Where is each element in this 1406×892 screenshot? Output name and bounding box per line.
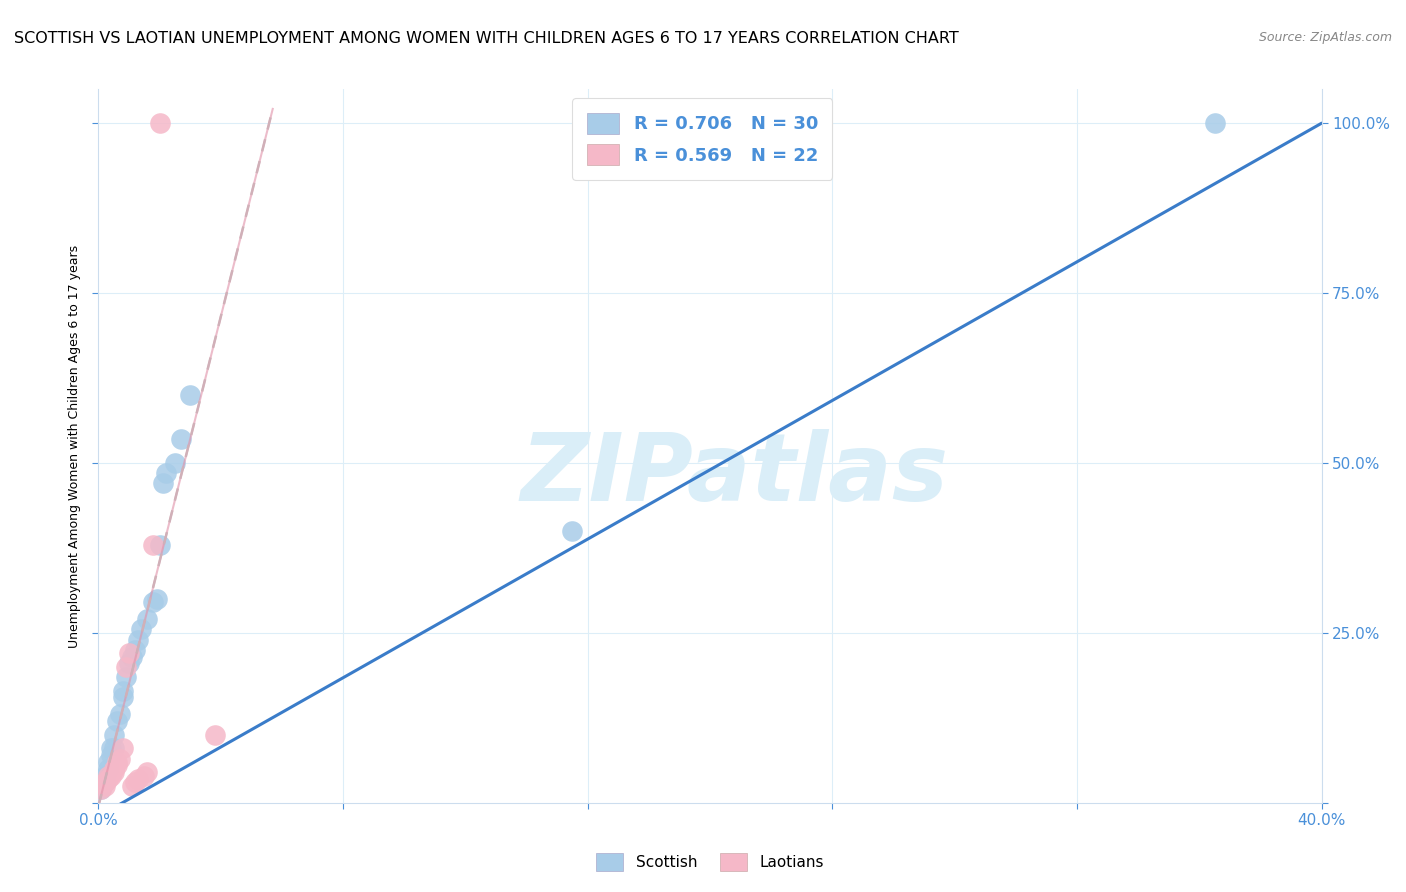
Point [163,456,186,470]
Point [93,779,115,793]
Point [103,765,125,780]
Point [115,660,138,674]
Point [97,769,120,783]
Point [103,741,125,756]
Point [111,683,134,698]
Point [93,775,115,789]
Point [97,772,120,786]
Point [134,769,156,783]
Point [127,772,149,786]
Point [97,762,120,776]
Point [93,775,115,789]
Point [142,537,165,551]
Point [121,779,143,793]
Point [90,782,112,797]
Point [97,755,120,769]
Point [90,782,112,797]
Point [100,741,122,756]
Point [105,758,128,772]
Point [118,657,141,671]
Point [1204,116,1226,130]
Point [115,670,138,684]
Point [149,116,172,130]
Point [170,432,193,446]
Y-axis label: Unemployment Among Women with Children Ages 6 to 17 years: Unemployment Among Women with Children A… [67,244,82,648]
Point [103,728,125,742]
Text: SCOTTISH VS LAOTIAN UNEMPLOYMENT AMONG WOMEN WITH CHILDREN AGES 6 TO 17 YEARS CO: SCOTTISH VS LAOTIAN UNEMPLOYMENT AMONG W… [14,31,959,46]
Point [127,632,149,647]
Point [124,643,146,657]
Text: ZIPatlas: ZIPatlas [520,428,949,521]
Point [155,466,177,480]
Point [108,751,131,765]
Point [204,728,226,742]
Point [124,775,146,789]
Point [100,748,122,763]
Point [145,591,167,606]
Point [111,690,134,705]
Point [136,765,159,780]
Point [100,769,122,783]
Point [129,623,152,637]
Point [121,649,143,664]
Point [118,646,141,660]
Point [103,762,125,776]
Point [105,755,128,769]
Point [152,476,174,491]
Point [108,707,131,722]
Legend: Scottish, Laotians: Scottish, Laotians [589,847,831,877]
Point [149,537,172,551]
Point [105,714,128,729]
Point [561,524,583,538]
Point [142,595,165,609]
Point [111,741,134,756]
Point [179,388,201,402]
Text: Source: ZipAtlas.com: Source: ZipAtlas.com [1258,31,1392,45]
Point [93,769,115,783]
Point [136,612,159,626]
